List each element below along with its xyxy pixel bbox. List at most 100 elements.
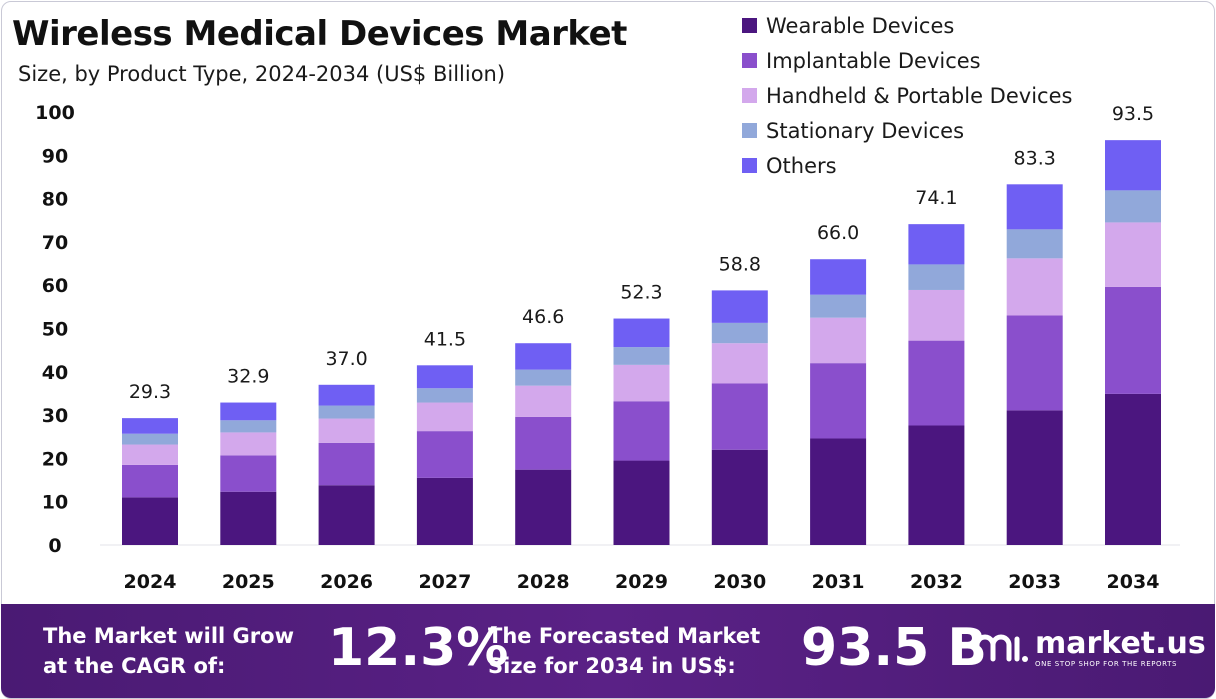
legend-label: Handheld & Portable Devices (766, 83, 1073, 108)
bar-total-label: 66.0 (817, 222, 859, 244)
bar-total-label: 41.5 (424, 328, 466, 350)
bar-segment-2031-1 (810, 363, 867, 439)
x-tick-label: 2028 (517, 571, 570, 593)
bar-total-label: 93.5 (1112, 103, 1154, 125)
x-tick-label: 2030 (713, 571, 766, 593)
bar-total-label: 52.3 (620, 282, 662, 304)
bar-segment-2032-2 (908, 289, 965, 341)
stacked-bar-chart: 010203040506070809010029.3202432.9202537… (35, 102, 1180, 593)
legend-item-3: Stationary Devices (742, 113, 1072, 148)
x-tick-label: 2032 (910, 571, 963, 593)
bar-segment-2034-2 (1105, 222, 1161, 287)
bar-total-label: 83.3 (1014, 147, 1056, 169)
legend-item-2: Handheld & Portable Devices (742, 78, 1072, 113)
bar-total-label: 58.8 (719, 253, 761, 275)
legend-swatch (742, 53, 757, 68)
forecast-label: The Forecasted Market Size for 2034 in U… (488, 624, 761, 678)
brand-tagline: ONE STOP SHOP FOR THE REPORTS (1035, 660, 1178, 668)
bar-segment-2024-4 (122, 418, 178, 434)
y-tick-label: 60 (42, 275, 68, 297)
chart-legend: Wearable Devices Implantable Devices Handh… (742, 8, 1072, 183)
legend-swatch (742, 18, 757, 33)
bar-segment-2025-0 (220, 491, 277, 545)
bar-segment-2031-2 (810, 317, 867, 364)
y-tick-label: 0 (48, 535, 61, 557)
bar-segment-2026-0 (318, 485, 375, 545)
bar-segment-2028-1 (515, 416, 572, 470)
bar-segment-2032-3 (908, 264, 965, 290)
bar-segment-2025-2 (220, 432, 277, 456)
y-tick-label: 80 (42, 189, 68, 211)
bar-total-label: 74.1 (915, 187, 957, 209)
bar-segment-2029-1 (613, 401, 670, 461)
bar-segment-2031-3 (810, 294, 867, 318)
legend-label: Implantable Devices (766, 48, 981, 73)
chart-title: Wireless Medical Devices Market (12, 14, 627, 54)
bar-segment-2030-3 (711, 322, 768, 344)
bar-segment-2029-4 (613, 318, 670, 348)
summary-footer: The Market will Grow at the CAGR of: 12.… (1, 604, 1215, 698)
market-us-logo-icon (974, 634, 1028, 662)
bar-segment-2029-0 (613, 460, 670, 545)
bar-segment-2026-2 (318, 418, 375, 443)
legend-swatch (742, 158, 757, 173)
bar-segment-2029-2 (613, 364, 670, 402)
bar-segment-2034-4 (1105, 140, 1161, 191)
x-tick-label: 2024 (124, 571, 177, 593)
bar-segment-2027-1 (416, 431, 473, 478)
bar-segment-2030-2 (711, 343, 768, 384)
legend-label: Wearable Devices (766, 13, 955, 38)
cagr-value: 12.3% (328, 618, 509, 678)
bar-segment-2032-1 (908, 340, 965, 426)
bar-segment-2034-0 (1105, 393, 1161, 545)
legend-label: Stationary Devices (766, 118, 965, 143)
bar-segment-2028-3 (515, 369, 572, 386)
bar-segment-2033-3 (1006, 229, 1063, 259)
bar-segment-2033-0 (1006, 410, 1063, 545)
bar-segment-2028-2 (515, 385, 572, 417)
bar-segment-2025-3 (220, 420, 277, 433)
x-tick-label: 2031 (812, 571, 865, 593)
y-tick-label: 50 (42, 319, 68, 341)
y-tick-label: 90 (42, 145, 68, 167)
bar-segment-2031-0 (810, 438, 867, 545)
legend-swatch (742, 123, 757, 138)
bar-segment-2027-3 (416, 388, 473, 403)
bar-segment-2032-4 (908, 224, 965, 265)
x-tick-label: 2029 (615, 571, 668, 593)
bar-segment-2026-1 (318, 442, 375, 486)
bar-segment-2024-2 (122, 444, 178, 465)
legend-item-1: Implantable Devices (742, 43, 1072, 78)
bar-segment-2025-1 (220, 455, 277, 492)
brand-name: market.us (1035, 626, 1206, 661)
bar-segment-2034-1 (1105, 286, 1161, 394)
bar-segment-2030-0 (711, 449, 768, 545)
bar-segment-2027-2 (416, 402, 473, 432)
x-tick-label: 2026 (320, 571, 373, 593)
x-tick-label: 2034 (1107, 571, 1160, 593)
x-tick-label: 2033 (1008, 571, 1061, 593)
y-tick-label: 10 (42, 492, 68, 514)
bar-total-label: 37.0 (325, 348, 367, 370)
bar-segment-2024-0 (122, 497, 178, 545)
legend-swatch (742, 88, 757, 103)
bar-segment-2029-3 (613, 347, 670, 365)
x-tick-label: 2027 (418, 571, 471, 593)
bar-segment-2028-4 (515, 343, 572, 370)
chart-subtitle: Size, by Product Type, 2024-2034 (US$ Bi… (18, 62, 506, 86)
brand-logo: market.us ONE STOP SHOP FOR THE REPORTS (971, 629, 1206, 669)
legend-item-0: Wearable Devices (742, 8, 1072, 43)
forecast-value: 93.5 B (801, 618, 988, 678)
y-tick-label: 30 (42, 405, 68, 427)
cagr-label: The Market will Grow at the CAGR of: (43, 624, 294, 678)
bar-segment-2024-3 (122, 433, 178, 445)
bar-total-label: 32.9 (227, 366, 269, 388)
legend-item-4: Others (742, 148, 1072, 183)
bar-segment-2033-2 (1006, 258, 1063, 316)
bar-segment-2031-4 (810, 259, 867, 295)
y-tick-label: 100 (35, 102, 75, 124)
bar-segment-2032-0 (908, 425, 965, 545)
bar-segment-2025-4 (220, 402, 277, 421)
y-tick-label: 40 (42, 362, 68, 384)
bar-segment-2026-4 (318, 384, 375, 406)
